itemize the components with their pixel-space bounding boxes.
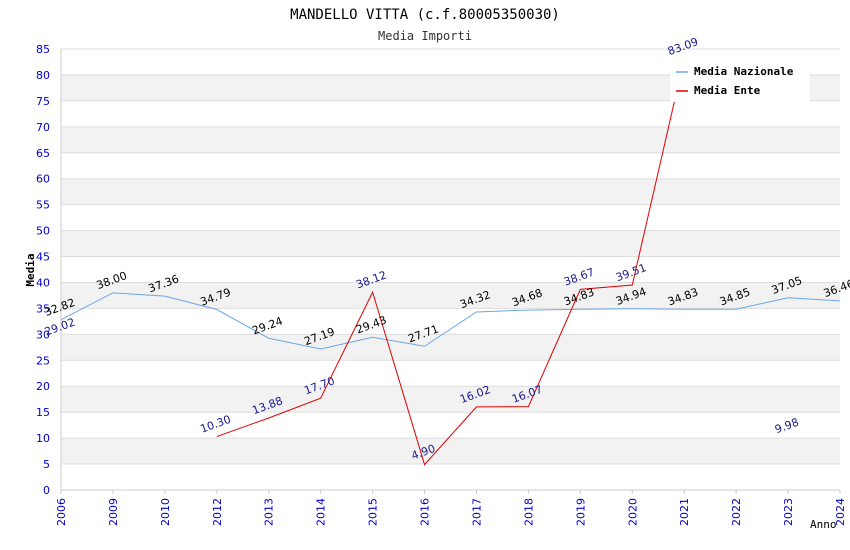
legend-label-nazionale: Media Nazionale [694,65,794,78]
y-tick-label: 65 [36,147,50,160]
y-tick-label: 45 [36,251,50,264]
grid-band [61,412,840,439]
x-tick-labels: 2006 2009 2010 2012 2013 2014 2015 2016 2017 2018… [55,490,847,526]
chart-title: MANDELLO VITTA (c.f.80005350030) [290,7,560,23]
grid-band [61,308,840,335]
x-tick-label: 2021 [678,498,691,526]
x-tick-label: 2017 [470,498,483,526]
grid-band [61,256,840,283]
y-tick-label: 5 [43,458,50,471]
x-tick-label: 2023 [782,498,795,526]
grid-band [61,334,840,361]
x-tick-label: 2012 [211,498,224,526]
series-line-ente [216,58,685,466]
series-lines [60,58,841,466]
x-tick-label: 2018 [522,498,535,526]
y-tick-label: 30 [36,328,50,341]
x-tick-label: 2015 [367,498,380,526]
series-line-nazionale [60,292,841,350]
x-tick-label: 2014 [315,498,328,526]
legend: Media Nazionale Media Ente [670,58,810,102]
x-tick-label: 2020 [626,498,639,526]
legend-label-ente: Media Ente [694,84,761,97]
y-tick-label: 85 [36,43,50,56]
y-tick-label: 10 [36,432,50,445]
y-tick-labels: 0 5 10 15 20 25 30 35 40 45 50 55 60 65 70 75 80 85 [36,43,50,497]
grid-bands [61,49,840,490]
y-tick-label: 25 [36,354,50,367]
x-tick-label: 2019 [574,498,587,526]
y-tick-label: 60 [36,173,50,186]
y-tick-label: 40 [36,276,50,289]
y-tick-label: 70 [36,121,50,134]
grid-band [61,464,840,490]
y-tick-label: 80 [36,69,50,82]
grid-band [61,360,840,387]
grid-band [61,386,840,413]
y-tick-label: 75 [36,95,50,108]
y-tick-label: 20 [36,380,50,393]
x-tick-label: 2009 [107,498,120,526]
axes [60,49,840,491]
x-tick-label: 2022 [730,498,743,526]
grid-band [61,178,840,205]
x-tick-label: 2016 [419,498,432,526]
grid-band [61,152,840,179]
x-axis-label: Anno [810,518,837,531]
grid-band [61,126,840,153]
y-tick-label: 0 [43,484,50,497]
y-tick-label: 35 [36,302,50,315]
grid-band [61,100,840,127]
grid-band [61,282,840,309]
chart-subtitle: Media Importi [378,29,472,43]
y-axis-label: Media [24,253,37,286]
x-tick-label: 2013 [263,498,276,526]
legend-box [670,58,810,102]
y-tick-label: 50 [36,225,50,238]
y-tick-label: 55 [36,199,50,212]
x-tick-label: 2006 [55,498,68,526]
y-tick-label: 15 [36,406,50,419]
x-tick-label: 2010 [159,498,172,526]
x-tick-label: 2024 [834,498,847,526]
grid-band [61,438,840,465]
grid-band [61,204,840,231]
grid-band [61,230,840,257]
